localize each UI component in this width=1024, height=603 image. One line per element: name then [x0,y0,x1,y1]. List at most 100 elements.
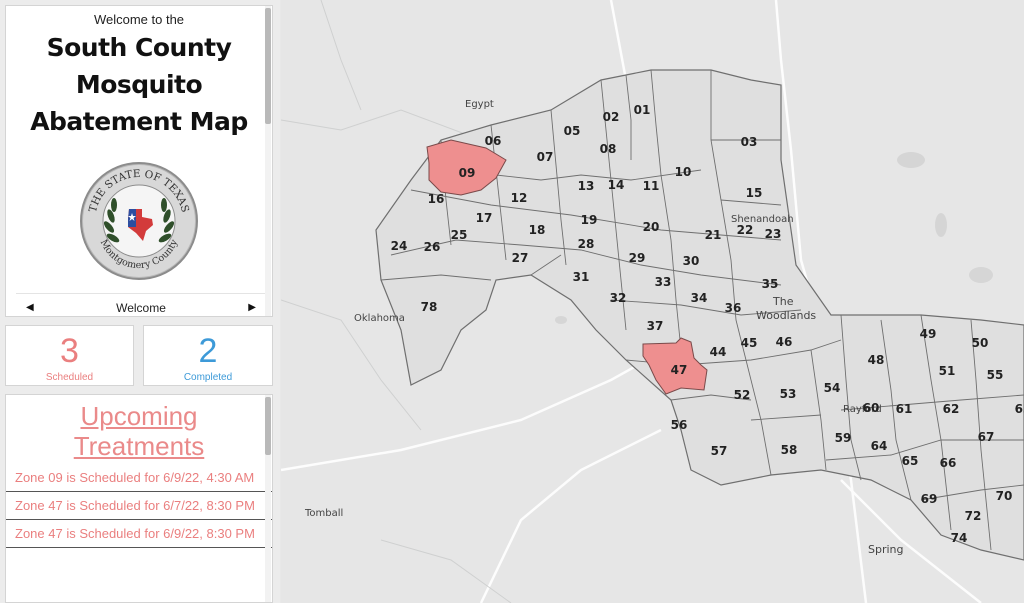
app-title-line-1: South County [46,33,232,62]
zone-label[interactable]: 50 [972,336,989,350]
zone-label[interactable]: 36 [725,301,742,315]
zone-label[interactable]: 25 [451,228,468,242]
welcome-subtitle: Welcome to the [93,12,185,27]
zone-label[interactable]: 23 [765,227,782,241]
zone-label[interactable]: 15 [746,186,763,200]
zone-label[interactable]: 70 [996,489,1013,503]
map-canvas[interactable]: Egypt Shenandoah The Woodlands Oklahoma … [281,0,1024,603]
zone-label[interactable]: 24 [391,239,408,253]
zone-label[interactable]: 32 [610,291,627,305]
app-title: South County Mosquito Abatement Map [6,29,272,140]
completed-count: 2 [198,332,218,370]
zone-label[interactable]: 16 [428,192,445,206]
upcoming-treatments-title: Upcoming Treatments [6,401,272,461]
welcome-scrollbar-track[interactable] [265,6,271,316]
zone-label[interactable]: 55 [987,368,1004,382]
upcoming-title-line-2: Treatments [73,431,205,461]
zone-label[interactable]: 11 [643,179,660,193]
zone-label[interactable]: 45 [741,336,758,350]
slide-title: Welcome [116,300,166,315]
zone-label[interactable]: 19 [581,213,598,227]
zone-label[interactable]: 49 [920,327,937,341]
next-arrow-icon[interactable]: ▶ [248,302,256,313]
completed-card: 2 Completed [143,325,273,386]
welcome-scrollbar-thumb[interactable] [265,8,271,124]
zone-label[interactable]: 58 [781,443,798,457]
list-scrollbar-track[interactable] [265,395,271,602]
zone-label[interactable]: 14 [608,178,625,192]
zone-label[interactable]: 51 [939,364,956,378]
zone-label[interactable]: 29 [629,251,646,265]
zone-label[interactable]: 30 [683,254,700,268]
zone-label[interactable]: 37 [647,319,664,333]
welcome-panel: Welcome to the South County Mosquito Aba… [5,5,273,317]
zone-label[interactable]: 54 [824,381,841,395]
zone-label[interactable]: 67 [978,430,995,444]
treatment-list-item[interactable]: Zone 47 is Scheduled for 6/7/22, 8:30 PM [6,492,272,520]
zone-label[interactable]: 12 [511,191,528,205]
zone-label[interactable]: 13 [578,179,595,193]
zone-label[interactable]: 56 [671,418,688,432]
scheduled-label: Scheduled [45,372,94,383]
zone-label[interactable]: 26 [424,240,441,254]
zone-label[interactable]: 78 [421,300,438,314]
zone-label[interactable]: 52 [734,388,751,402]
zone-label[interactable]: 18 [529,223,546,237]
zone-label[interactable]: 21 [705,228,722,242]
zone-label[interactable]: 08 [600,142,617,156]
zone-label[interactable]: 27 [512,251,529,265]
zone-label[interactable]: 47 [671,363,688,377]
zone-label[interactable]: 66 [940,456,957,470]
place-label-spring: Spring [868,543,904,556]
zone-label[interactable]: 01 [634,103,651,117]
app-title-line-2: Mosquito [75,70,203,99]
zone-label[interactable]: 53 [780,387,797,401]
zone-label[interactable]: 48 [868,353,885,367]
list-scrollbar-thumb[interactable] [265,397,271,455]
zone-label[interactable]: 63 [1015,402,1024,416]
previous-arrow-icon[interactable]: ◀ [26,302,34,313]
zone-label[interactable]: 31 [573,270,590,284]
zone-label[interactable]: 72 [965,509,982,523]
zone-label[interactable]: 22 [737,223,754,237]
zone-label[interactable]: 74 [951,531,968,545]
zone-label[interactable]: 05 [564,124,581,138]
zone-label[interactable]: 35 [762,277,779,291]
place-label-rayford: Rayford [843,404,882,415]
zone-47-highlight[interactable] [642,337,708,395]
zone-map[interactable]: Egypt Shenandoah The Woodlands Oklahoma … [281,0,1024,603]
zone-label[interactable]: 46 [776,335,793,349]
treatment-list-item[interactable]: Zone 09 is Scheduled for 6/9/22, 4:30 AM [6,464,272,492]
zone-label[interactable]: 61 [896,402,913,416]
scheduled-card: 3 Scheduled [5,325,134,386]
zone-label[interactable]: 17 [476,211,493,225]
zone-label[interactable]: 28 [578,237,595,251]
zone-label[interactable]: 44 [710,345,727,359]
sidebar: Welcome to the South County Mosquito Aba… [0,0,280,603]
zone-label[interactable]: 65 [902,454,919,468]
zone-label[interactable]: 10 [675,165,692,179]
zone-label[interactable]: 59 [835,431,852,445]
zone-label[interactable]: 02 [603,110,620,124]
zone-label[interactable]: 62 [943,402,960,416]
zone-label[interactable]: 69 [921,492,938,506]
zone-label[interactable]: 64 [871,439,888,453]
place-label-oklahoma: Oklahoma [354,313,405,324]
treatment-list-item[interactable]: Zone 47 is Scheduled for 6/9/22, 8:30 PM [6,520,272,548]
county-seal-logo: THE STATE OF TEXAS Montgomery County [80,162,198,280]
zone-label[interactable]: 57 [711,444,728,458]
zone-label[interactable]: 07 [537,150,554,164]
place-label-shenandoah: Shenandoah [731,214,794,225]
zone-09-highlight[interactable] [426,139,507,196]
zone-label[interactable]: 06 [485,134,502,148]
zone-label[interactable]: 03 [741,135,758,149]
scheduled-count: 3 [60,332,79,370]
zone-label[interactable]: 34 [691,291,708,305]
place-label-woodlands: Woodlands [756,309,816,322]
place-label-tomball: Tomball [304,508,343,519]
zone-label[interactable]: 20 [643,220,660,234]
zone-label[interactable]: 60 [863,401,880,415]
zone-label[interactable]: 33 [655,275,672,289]
place-label-egypt: Egypt [465,99,494,110]
zone-label[interactable]: 09 [459,166,476,180]
